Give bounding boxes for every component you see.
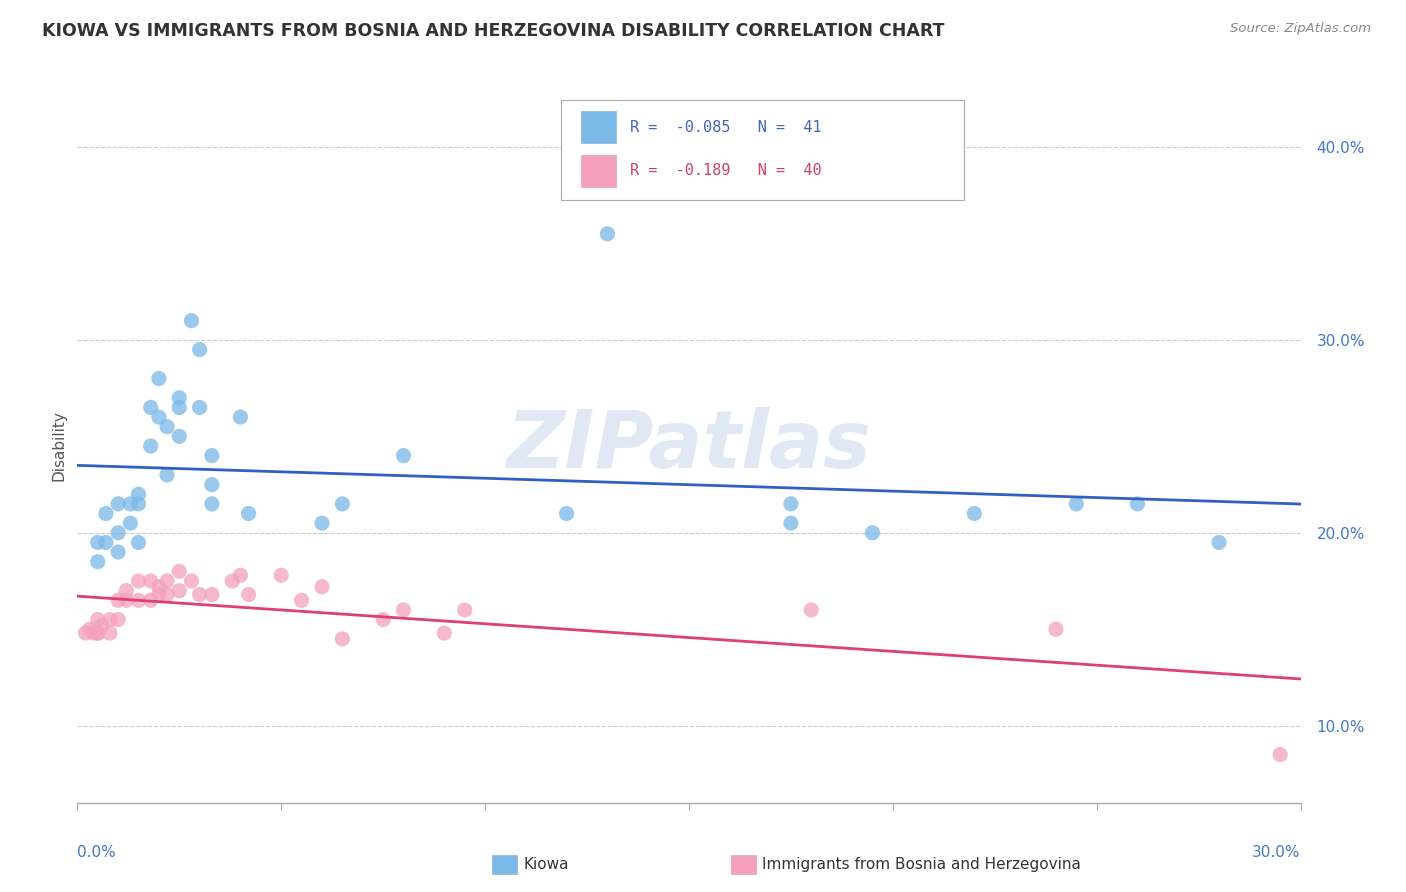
Text: R =  -0.085   N =  41: R = -0.085 N = 41: [630, 120, 823, 135]
Point: [87, 626, 110, 640]
Text: 30.0%: 30.0%: [1253, 846, 1301, 860]
Point: [188, 587, 211, 601]
Point: [180, 313, 202, 327]
Point: [392, 449, 415, 463]
Point: [120, 516, 142, 530]
Point: [453, 603, 475, 617]
Point: [139, 439, 162, 453]
Point: [270, 568, 292, 582]
Point: [127, 487, 149, 501]
Point: [148, 371, 170, 385]
Point: [98, 613, 121, 627]
Point: [311, 580, 333, 594]
Point: [1268, 747, 1291, 762]
Point: [83, 626, 105, 640]
Point: [156, 587, 179, 601]
Point: [120, 497, 142, 511]
Point: [1066, 497, 1088, 511]
Point: [1208, 535, 1230, 549]
Point: [148, 587, 170, 601]
Point: [87, 555, 110, 569]
Point: [156, 467, 179, 482]
Point: [79, 622, 101, 636]
Point: [238, 587, 260, 601]
Point: [87, 535, 110, 549]
Point: [148, 410, 170, 425]
Point: [115, 593, 138, 607]
Point: [94, 507, 117, 521]
Point: [127, 535, 149, 549]
Point: [169, 401, 191, 415]
Point: [188, 343, 211, 357]
Text: Kiowa: Kiowa: [523, 857, 568, 871]
Point: [332, 632, 354, 646]
Point: [290, 593, 312, 607]
Point: [201, 477, 224, 491]
Point: [107, 497, 129, 511]
Text: R =  -0.189   N =  40: R = -0.189 N = 40: [630, 163, 823, 178]
Point: [229, 568, 252, 582]
FancyBboxPatch shape: [581, 112, 616, 144]
Point: [311, 516, 333, 530]
Point: [127, 574, 149, 588]
Point: [221, 574, 243, 588]
Point: [90, 618, 112, 632]
Point: [169, 565, 191, 579]
Point: [238, 507, 260, 521]
Point: [180, 574, 202, 588]
Point: [75, 626, 97, 640]
Point: [127, 593, 149, 607]
Point: [127, 497, 149, 511]
Point: [156, 574, 179, 588]
Point: [201, 449, 224, 463]
Point: [169, 429, 191, 443]
Point: [98, 626, 121, 640]
Point: [201, 497, 224, 511]
Point: [139, 401, 162, 415]
Point: [148, 580, 170, 594]
Point: [107, 545, 129, 559]
Point: [188, 401, 211, 415]
Point: [862, 525, 884, 540]
FancyBboxPatch shape: [581, 155, 616, 187]
Text: 0.0%: 0.0%: [77, 846, 117, 860]
Point: [87, 613, 110, 627]
Text: Immigrants from Bosnia and Herzegovina: Immigrants from Bosnia and Herzegovina: [762, 857, 1081, 871]
Point: [963, 507, 986, 521]
Point: [332, 497, 354, 511]
Point: [433, 626, 456, 640]
Point: [555, 507, 578, 521]
Point: [87, 626, 110, 640]
Point: [94, 535, 117, 549]
Point: [107, 525, 129, 540]
Point: [1045, 622, 1067, 636]
Point: [779, 516, 801, 530]
Point: [139, 593, 162, 607]
Point: [169, 391, 191, 405]
Point: [169, 583, 191, 598]
Point: [229, 410, 252, 425]
Point: [392, 603, 415, 617]
Text: ZIPatlas: ZIPatlas: [506, 407, 872, 485]
Point: [107, 593, 129, 607]
Y-axis label: Disability: Disability: [51, 410, 66, 482]
Point: [201, 587, 224, 601]
Point: [139, 574, 162, 588]
Point: [1126, 497, 1149, 511]
Point: [779, 497, 801, 511]
FancyBboxPatch shape: [561, 100, 965, 200]
Point: [371, 613, 394, 627]
Point: [156, 419, 179, 434]
Point: [107, 613, 129, 627]
Text: Source: ZipAtlas.com: Source: ZipAtlas.com: [1230, 22, 1371, 36]
Point: [115, 583, 138, 598]
Point: [800, 603, 823, 617]
Point: [596, 227, 619, 241]
Text: KIOWA VS IMMIGRANTS FROM BOSNIA AND HERZEGOVINA DISABILITY CORRELATION CHART: KIOWA VS IMMIGRANTS FROM BOSNIA AND HERZ…: [42, 22, 945, 40]
